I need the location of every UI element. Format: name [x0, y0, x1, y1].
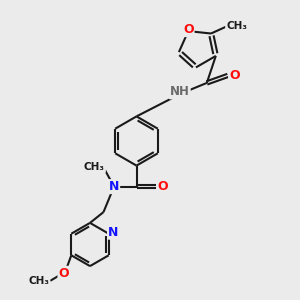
Text: O: O — [157, 180, 168, 193]
Text: O: O — [183, 23, 194, 36]
Text: CH₃: CH₃ — [226, 21, 247, 31]
Text: N: N — [108, 226, 119, 239]
Text: O: O — [229, 69, 240, 82]
Text: CH₃: CH₃ — [28, 276, 50, 286]
Text: CH₃: CH₃ — [84, 162, 105, 172]
Text: NH: NH — [170, 85, 190, 98]
Text: N: N — [109, 180, 119, 193]
Text: O: O — [58, 267, 69, 280]
